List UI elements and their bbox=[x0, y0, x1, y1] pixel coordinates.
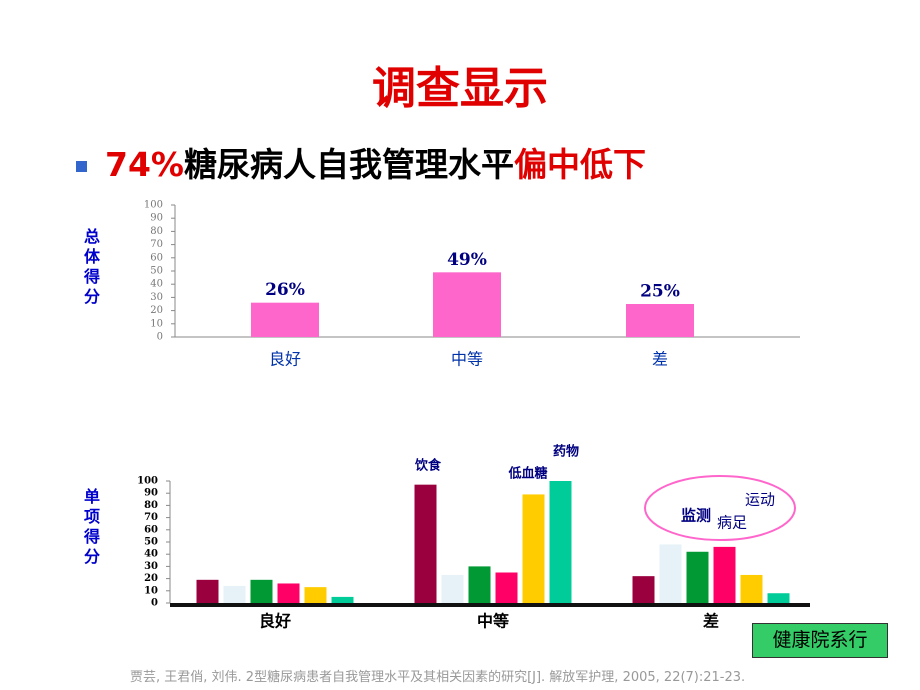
bullet-part: 糖尿病人自我管理水平 bbox=[184, 145, 514, 184]
highlight-circle bbox=[644, 475, 796, 541]
y-tick-label: 20 bbox=[144, 573, 158, 584]
y-tick-label: 70 bbox=[144, 512, 158, 523]
y-tick-label: 60 bbox=[144, 524, 158, 535]
annotation: 低血糖 bbox=[507, 466, 547, 482]
y-axis-title: 单项得分 bbox=[81, 488, 100, 568]
y-tick-label: 0 bbox=[151, 598, 158, 609]
bar bbox=[659, 544, 682, 603]
bar bbox=[304, 587, 327, 603]
x-tick-label: 中等 bbox=[477, 612, 509, 631]
bullet-part: 74% bbox=[105, 145, 184, 184]
bullet: 74%糖尿病人自我管理水平偏中低下 bbox=[76, 138, 646, 186]
bar bbox=[740, 574, 763, 603]
bar bbox=[331, 596, 354, 603]
bar bbox=[251, 302, 319, 337]
x-tick-label: 良好 bbox=[259, 612, 291, 631]
value-label: 49% bbox=[447, 250, 487, 270]
x-tick-label: 中等 bbox=[451, 350, 483, 369]
bar bbox=[495, 572, 518, 603]
bar bbox=[549, 481, 572, 603]
y-tick-label: 90 bbox=[150, 213, 163, 224]
x-axis bbox=[170, 603, 810, 607]
bar bbox=[441, 574, 464, 603]
slide-title: 调查显示 bbox=[372, 63, 548, 114]
y-tick-label: 100 bbox=[137, 476, 158, 487]
annotation: 饮食 bbox=[414, 458, 442, 474]
y-tick-label: 30 bbox=[144, 561, 158, 572]
y-tick-label: 30 bbox=[150, 292, 163, 303]
bar bbox=[468, 566, 491, 603]
annotation: 监测 bbox=[681, 507, 711, 525]
y-tick-label: 60 bbox=[150, 252, 163, 263]
y-tick-label: 50 bbox=[150, 266, 163, 277]
value-label: 26% bbox=[265, 280, 305, 300]
bar bbox=[433, 272, 501, 337]
citation: 贾芸, 王君俏, 刘伟. 2型糖尿病患者自我管理水平及其相关因素的研究[J]. … bbox=[130, 670, 746, 685]
annotation: 病足 bbox=[717, 514, 747, 532]
bar bbox=[414, 484, 437, 603]
bullet-icon bbox=[76, 161, 87, 172]
x-tick-label: 差 bbox=[703, 612, 719, 631]
badge: 健康院系行 bbox=[752, 623, 888, 658]
y-axis-title: 总体得分 bbox=[81, 228, 100, 308]
bar bbox=[223, 585, 246, 603]
bullet-part: 偏中低下 bbox=[514, 145, 646, 184]
bar bbox=[713, 546, 736, 603]
y-tick-label: 0 bbox=[157, 332, 163, 343]
y-tick-label: 10 bbox=[144, 585, 158, 596]
y-tick-label: 90 bbox=[144, 488, 158, 499]
bar bbox=[686, 551, 709, 603]
y-tick-label: 40 bbox=[150, 279, 163, 290]
value-label: 25% bbox=[640, 282, 680, 302]
bar bbox=[767, 593, 790, 603]
x-tick-label: 良好 bbox=[269, 350, 301, 369]
y-tick-label: 40 bbox=[144, 549, 158, 560]
bar bbox=[196, 579, 219, 603]
bar bbox=[522, 494, 545, 603]
y-tick-label: 100 bbox=[144, 200, 163, 211]
y-tick-label: 50 bbox=[144, 537, 158, 548]
annotation: 运动 bbox=[745, 491, 775, 509]
y-tick-label: 10 bbox=[150, 318, 163, 329]
annotation: 药物 bbox=[553, 444, 579, 460]
x-tick-label: 差 bbox=[652, 350, 668, 369]
bar bbox=[632, 576, 655, 603]
y-tick-label: 80 bbox=[144, 500, 158, 511]
bar bbox=[277, 583, 300, 603]
bar bbox=[250, 579, 273, 603]
y-tick-label: 70 bbox=[150, 239, 163, 250]
bar bbox=[626, 304, 694, 337]
y-tick-label: 80 bbox=[150, 226, 163, 237]
y-tick-label: 20 bbox=[150, 305, 163, 316]
